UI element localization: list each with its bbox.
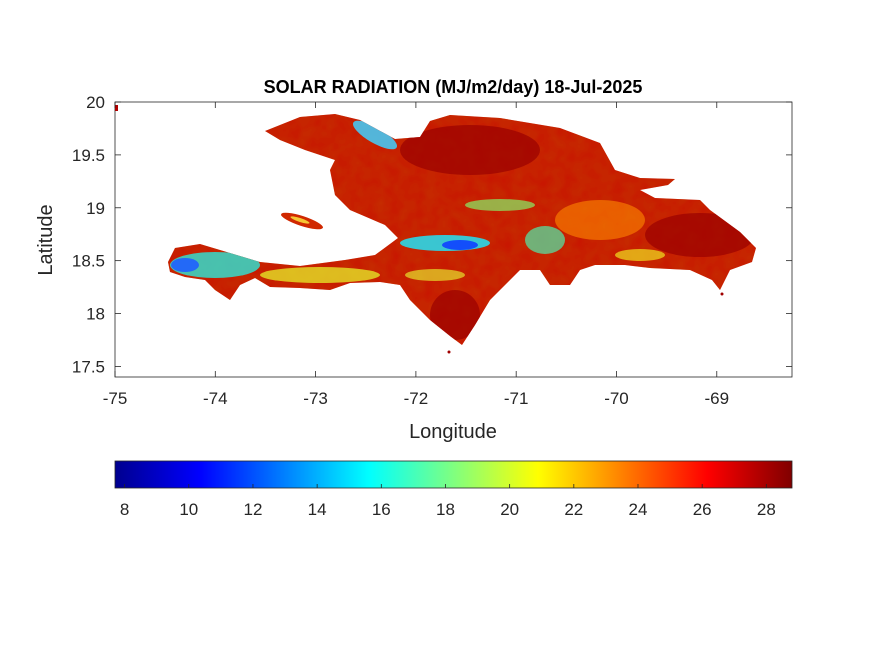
x-tick-label: -70 (604, 389, 629, 408)
islet-southeast (720, 292, 724, 296)
colorbar-tick-label: 18 (436, 500, 455, 519)
x-tick-label: -71 (504, 389, 529, 408)
colorbar-tick-label: 12 (244, 500, 263, 519)
colorbar-tick-label: 28 (757, 500, 776, 519)
region-southwest-peninsula (170, 252, 260, 278)
x-tick-label: -74 (203, 389, 228, 408)
x-tick-label: -72 (404, 389, 429, 408)
y-tick-label: 18.5 (72, 252, 105, 271)
colorbar-tick-label: 8 (120, 500, 129, 519)
colorbar-tick-label: 24 (629, 500, 648, 519)
x-tick-label: -73 (303, 389, 328, 408)
x-ticks: -75 -74 -73 -72 -71 -70 -69 (103, 102, 729, 408)
region-north-cyan (352, 120, 398, 150)
chart-title: SOLAR RADIATION (MJ/m2/day) 18-Jul-2025 (264, 77, 643, 97)
x-tick-label: -75 (103, 389, 128, 408)
y-ticks: 20 19.5 19 18.5 18 17.5 (72, 93, 792, 376)
gonave-island-highlight (290, 216, 310, 224)
region-cordillera-green (525, 226, 565, 254)
x-axis-label: Longitude (409, 421, 497, 443)
region-east (645, 213, 755, 257)
region-center-green (465, 199, 535, 211)
region-central-blue (442, 240, 478, 250)
region-yellow-south (405, 269, 465, 281)
region-south-yellow (260, 267, 380, 283)
y-tick-label: 17.5 (72, 357, 105, 376)
y-tick-label: 18 (86, 305, 105, 324)
colorbar-tick-label: 20 (500, 500, 519, 519)
y-tick-label: 19 (86, 199, 105, 218)
y-tick-label: 20 (86, 93, 105, 112)
y-tick-label: 19.5 (72, 146, 105, 165)
colorbar-tick-label: 14 (308, 500, 327, 519)
colorbar-tick-label: 16 (372, 500, 391, 519)
region-north (400, 125, 540, 175)
colorbar-tick-label: 22 (564, 500, 583, 519)
colorbar-tick-label: 26 (693, 500, 712, 519)
corner-fragment (115, 105, 118, 111)
colorbar-ticks: 8 10 12 14 16 18 20 22 24 26 28 (120, 484, 776, 519)
region-yellow-east (615, 249, 665, 261)
islet-south (447, 350, 451, 354)
colorbar-tick-label: 10 (179, 500, 198, 519)
region-center-orange (555, 200, 645, 240)
colorbar (114, 460, 793, 489)
region-southwest-blue (171, 258, 199, 272)
region-south-tip (430, 290, 480, 340)
y-axis-label: Latitude (35, 204, 57, 275)
x-tick-label: -69 (704, 389, 729, 408)
